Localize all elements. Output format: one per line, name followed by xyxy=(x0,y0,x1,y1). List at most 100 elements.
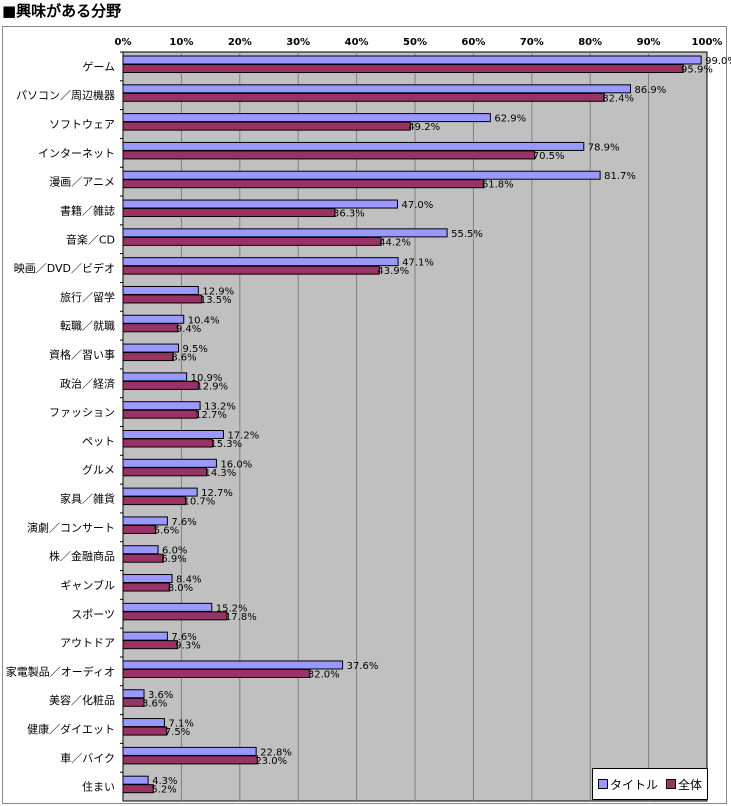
bar-all xyxy=(122,380,199,390)
category-label: 美容／化粧品 xyxy=(49,693,115,707)
data-label: 10.9% xyxy=(191,373,223,384)
data-label: 95.9% xyxy=(681,65,713,76)
data-label: 9.3% xyxy=(175,641,200,652)
data-label: 47.1% xyxy=(402,258,434,269)
data-label: 12.9% xyxy=(202,286,234,297)
bar-all xyxy=(122,150,536,160)
data-label: 17.2% xyxy=(227,431,259,442)
data-label: 78.9% xyxy=(588,142,620,153)
bar-title xyxy=(122,574,173,584)
x-tick-label: 40% xyxy=(345,37,369,48)
data-label: 3.6% xyxy=(142,698,167,709)
x-tick-label: 100% xyxy=(692,37,723,48)
bar-all xyxy=(122,755,258,765)
bar-all xyxy=(122,640,178,650)
data-label: 7.6% xyxy=(171,632,196,643)
bar-title xyxy=(122,199,398,209)
category-label: 健康／ダイエット xyxy=(27,722,115,736)
data-label: 22.8% xyxy=(260,747,292,758)
data-label: 15.2% xyxy=(216,603,248,614)
bar-title xyxy=(122,285,199,295)
category-label: 音楽／CD xyxy=(66,232,115,246)
bar-all xyxy=(122,121,411,131)
bar-all xyxy=(122,92,605,102)
data-label: 4.3% xyxy=(152,776,177,787)
data-label: 70.5% xyxy=(533,151,565,162)
bar-all xyxy=(122,265,380,275)
data-label: 23.0% xyxy=(255,756,287,767)
x-tick-label: 70% xyxy=(520,37,544,48)
bar-all xyxy=(122,582,171,592)
bar-title xyxy=(122,314,185,324)
bar-title xyxy=(122,458,217,468)
bar-title xyxy=(122,602,213,612)
category-label: 株／金融商品 xyxy=(49,549,115,563)
bar-title xyxy=(122,113,491,123)
bar-all xyxy=(122,294,203,304)
bar-title xyxy=(122,689,145,699)
bar-title xyxy=(122,141,585,151)
bar-all xyxy=(122,697,145,707)
bar-title xyxy=(122,372,188,382)
bar-all xyxy=(122,496,186,506)
category-label: 車／バイク xyxy=(60,751,115,765)
bar-all xyxy=(122,409,198,419)
category-label: ソフトウェア xyxy=(49,118,115,131)
data-label: 13.2% xyxy=(204,402,236,413)
category-label: インターネット xyxy=(38,147,115,160)
data-label: 16.0% xyxy=(220,459,252,470)
legend-label: タイトル xyxy=(609,777,658,792)
data-label: 8.0% xyxy=(168,583,193,594)
data-label: 44.2% xyxy=(379,237,411,248)
bar-all xyxy=(122,323,179,333)
data-label: 82.4% xyxy=(602,93,634,104)
category-label: ペット xyxy=(82,435,115,448)
data-label: 5.6% xyxy=(154,525,179,536)
data-label: 55.5% xyxy=(451,229,483,240)
category-label: 家具／雑貨 xyxy=(60,492,115,506)
category-label: ファッション xyxy=(49,406,115,419)
data-label: 32.0% xyxy=(308,669,340,680)
data-label: 8.6% xyxy=(171,353,196,364)
category-label: グルメ xyxy=(82,463,115,477)
bar-all xyxy=(122,179,485,189)
bar-title xyxy=(122,746,257,756)
bar-all xyxy=(122,438,213,448)
bar-title xyxy=(122,401,201,411)
data-label: 49.2% xyxy=(408,122,440,133)
x-tick-label: 60% xyxy=(461,37,485,48)
x-tick-label: 80% xyxy=(578,37,602,48)
bar-title xyxy=(122,170,601,180)
bar-title xyxy=(122,631,168,641)
x-tick-label: 50% xyxy=(403,37,427,48)
data-label: 10.7% xyxy=(183,497,215,508)
legend-item-all: 全体 xyxy=(666,776,702,793)
data-label: 12.7% xyxy=(201,488,233,499)
x-tick-label: 0% xyxy=(115,37,132,48)
x-tick-label: 20% xyxy=(228,37,252,48)
data-label: 47.0% xyxy=(401,200,433,211)
bar-all xyxy=(122,467,208,477)
bar-all xyxy=(122,726,168,736)
category-label: アウトドア xyxy=(60,637,115,650)
category-label: 政治／経済 xyxy=(60,376,115,390)
bar-title xyxy=(122,55,702,65)
data-label: 9.5% xyxy=(182,344,207,355)
bar-title xyxy=(122,84,631,94)
bar-title xyxy=(122,430,224,439)
category-label: 資格／習い事 xyxy=(49,347,115,361)
data-label: 14.3% xyxy=(205,468,237,479)
bar-title xyxy=(122,487,198,497)
bar-all xyxy=(122,524,157,534)
category-label: ギャンブル xyxy=(60,578,115,592)
bar-all xyxy=(122,236,382,246)
data-label: 17.8% xyxy=(225,612,257,623)
bar-title xyxy=(122,257,399,267)
bar-all xyxy=(122,611,228,621)
category-label: 書籍／雑誌 xyxy=(60,203,115,217)
bar-title xyxy=(122,545,159,555)
data-label: 86.9% xyxy=(634,85,666,96)
data-label: 36.3% xyxy=(333,209,365,220)
bar-all xyxy=(122,553,164,563)
